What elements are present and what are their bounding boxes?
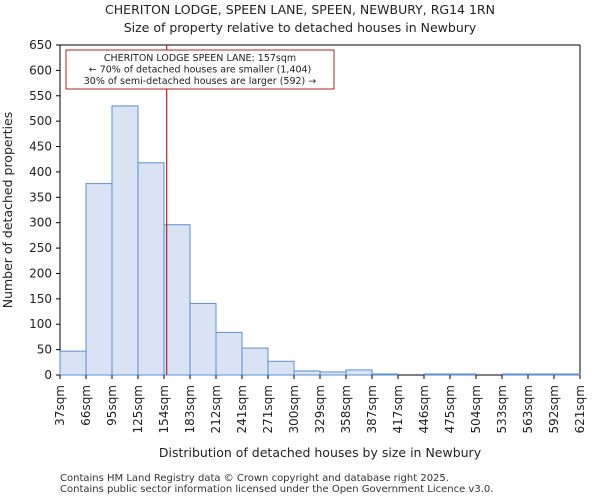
x-tick-label: 271sqm <box>261 385 275 433</box>
y-tick-label: 100 <box>29 317 52 331</box>
histogram-bar <box>553 373 581 376</box>
x-tick-label: 533sqm <box>495 385 509 433</box>
y-tick-label: 0 <box>44 368 52 382</box>
x-tick-label: 37sqm <box>53 385 67 426</box>
histogram-bar <box>241 347 269 376</box>
histogram-bar <box>189 302 217 376</box>
x-tick-label: 446sqm <box>417 385 431 433</box>
y-tick-label: 250 <box>29 241 52 255</box>
histogram-bar <box>293 370 321 376</box>
y-tick-label: 50 <box>37 343 52 357</box>
y-tick-label: 550 <box>29 89 52 103</box>
histogram-bar <box>59 350 87 376</box>
footer-line-2: Contains public sector information licen… <box>60 484 494 495</box>
histogram-bar <box>163 224 191 376</box>
y-tick-label: 650 <box>29 38 52 52</box>
y-tick-label: 200 <box>29 266 52 280</box>
x-tick-label: 504sqm <box>469 385 483 433</box>
x-tick-label: 417sqm <box>391 385 405 433</box>
histogram-bar <box>501 373 529 376</box>
annotation-line: CHERITON LODGE SPEEN LANE: 157sqm <box>104 53 296 64</box>
histogram-bar <box>449 373 477 376</box>
y-tick-label: 450 <box>29 140 52 154</box>
x-tick-label: 563sqm <box>521 385 535 433</box>
x-tick-label: 387sqm <box>365 385 379 433</box>
x-tick-label: 212sqm <box>209 385 223 433</box>
y-tick-label: 600 <box>29 63 52 77</box>
x-tick-label: 475sqm <box>443 385 457 433</box>
histogram-bar <box>371 373 399 376</box>
histogram-bar <box>111 105 139 376</box>
chart-subtitle: Size of property relative to detached ho… <box>123 20 477 35</box>
x-tick-label: 125sqm <box>131 385 145 433</box>
x-tick-label: 300sqm <box>287 385 301 433</box>
histogram-bar <box>319 371 347 376</box>
footer-line-1: Contains HM Land Registry data © Crown c… <box>60 473 449 484</box>
x-tick-label: 358sqm <box>339 385 353 433</box>
x-tick-label: 95sqm <box>105 385 119 426</box>
y-tick-label: 350 <box>29 190 52 204</box>
x-tick-label: 154sqm <box>157 385 171 433</box>
annotation-line: ← 70% of detached houses are smaller (1,… <box>89 65 312 76</box>
annotation-box <box>65 49 335 90</box>
histogram-bar <box>423 373 451 376</box>
histogram-bar <box>85 183 113 376</box>
x-tick-label: 66sqm <box>79 385 93 426</box>
x-tick-label: 329sqm <box>313 385 327 433</box>
x-tick-label: 183sqm <box>183 385 197 433</box>
x-tick-label: 621sqm <box>573 385 587 433</box>
histogram-bar <box>215 331 243 376</box>
annotation-line: 30% of semi-detached houses are larger (… <box>84 76 317 87</box>
x-axis-title: Distribution of detached houses by size … <box>159 445 482 460</box>
chart-title: CHERITON LODGE, SPEEN LANE, SPEEN, NEWBU… <box>105 2 495 17</box>
y-tick-label: 400 <box>29 165 52 179</box>
histogram-bar <box>527 373 555 376</box>
y-axis-title: Number of detached properties <box>0 112 15 309</box>
y-tick-label: 150 <box>29 292 52 306</box>
histogram-bar <box>137 162 165 376</box>
histogram-bar <box>345 369 373 376</box>
histogram-bar <box>267 360 295 376</box>
y-tick-label: 300 <box>29 216 52 230</box>
x-tick-label: 592sqm <box>547 385 561 433</box>
x-tick-label: 241sqm <box>235 385 249 433</box>
y-tick-label: 500 <box>29 114 52 128</box>
